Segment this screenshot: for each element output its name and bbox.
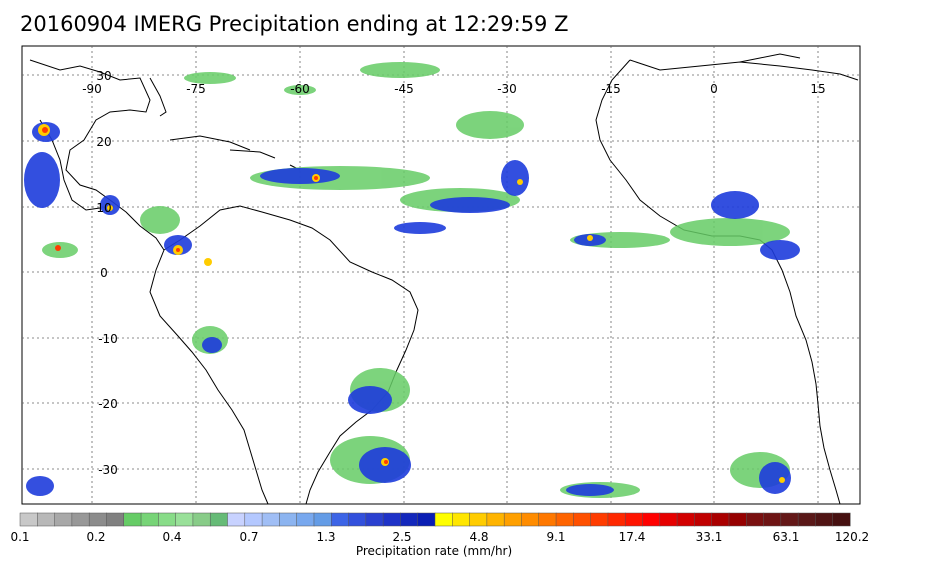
colorbar-swatch (469, 512, 488, 527)
lon-tick-labels: -90 -75 -60 -45 -30 -15 0 15 (82, 82, 825, 96)
colorbar-swatch (209, 512, 229, 527)
colorbar-label: 0.4 (162, 530, 182, 544)
colorbar-swatch (106, 512, 125, 527)
colorbar-swatch (590, 512, 609, 527)
colorbar-swatch (642, 512, 661, 527)
colorbar-swatch (452, 512, 471, 527)
coastlines (29, 53, 859, 505)
colorbar-swatch (503, 512, 523, 527)
lon-tick-label: -75 (186, 82, 206, 96)
colorbar-swatch (486, 512, 505, 527)
colorbar-label: 0.2 (86, 530, 106, 544)
colorbar-swatch (192, 512, 211, 527)
lat-tick-label: 30 (96, 69, 111, 83)
colorbar-label: 33.1 (695, 530, 723, 544)
colorbar-swatch (694, 512, 713, 527)
lat-tick-labels: 30 20 10 0 -10 -20 -30 (96, 69, 117, 477)
colorbar-swatch (400, 512, 419, 527)
lat-tick-label: -30 (98, 463, 118, 477)
colorbar-swatch (54, 512, 73, 527)
colorbar-swatch (37, 512, 56, 527)
colorbar-swatch (417, 512, 436, 527)
colorbar-swatch (780, 512, 799, 527)
colorbar-label: 120.2 (834, 530, 870, 544)
colorbar-swatch (538, 512, 557, 527)
colorbar-label: 0.7 (239, 530, 259, 544)
colorbar-swatch (227, 512, 246, 527)
colorbar-swatch (521, 512, 540, 527)
colorbar (19, 512, 851, 527)
colorbar-swatch (382, 512, 401, 527)
colorbar-label: 4.8 (469, 530, 489, 544)
colorbar-swatch (88, 512, 108, 527)
colorbar-swatch (313, 512, 332, 527)
colorbar-swatch (624, 512, 644, 527)
colorbar-swatch (279, 512, 298, 527)
colorbar-swatch (746, 512, 765, 527)
colorbar-swatch (815, 512, 834, 527)
colorbar-title: Precipitation rate (mm/hr) (355, 544, 513, 558)
lon-tick-label: -90 (82, 82, 102, 96)
colorbar-swatch (365, 512, 384, 527)
colorbar-swatch (331, 512, 350, 527)
colorbar-swatch (728, 512, 747, 527)
colorbar-swatch (434, 512, 453, 527)
lat-tick-label: 0 (100, 266, 108, 280)
lat-tick-label: -20 (98, 397, 118, 411)
colorbar-swatch (296, 512, 315, 527)
colorbar-swatch (158, 512, 177, 527)
lat-tick-label: -10 (98, 332, 118, 346)
colorbar-label: 2.5 (392, 530, 412, 544)
lon-tick-label: -15 (601, 82, 621, 96)
precipitation-field (24, 62, 800, 498)
colorbar-swatch (123, 512, 142, 527)
colorbar-swatch (555, 512, 574, 527)
colorbar-swatch (763, 512, 782, 527)
colorbar-swatch (607, 512, 626, 527)
colorbar-swatch (797, 512, 816, 527)
colorbar-swatch (711, 512, 730, 527)
colorbar-label: 63.1 (772, 530, 800, 544)
colorbar-swatch (71, 512, 90, 527)
colorbar-label: 1.3 (316, 530, 336, 544)
lat-tick-label: 10 (96, 201, 111, 215)
colorbar-swatch (19, 512, 38, 527)
colorbar-label: 0.1 (10, 530, 30, 544)
lon-tick-label: -30 (497, 82, 517, 96)
map-title: 20160904 IMERG Precipitation ending at 1… (20, 12, 569, 36)
colorbar-swatch (659, 512, 678, 527)
colorbar-swatch (676, 512, 695, 527)
colorbar-swatch (261, 512, 280, 527)
colorbar-label: 17.4 (618, 530, 646, 544)
colorbar-swatch (348, 512, 367, 527)
colorbar-swatch (175, 512, 194, 527)
map-frame (21, 45, 861, 505)
lat-tick-label: 20 (96, 135, 111, 149)
colorbar-swatch (140, 512, 159, 527)
lon-tick-label: 15 (810, 82, 825, 96)
colorbar-swatch (832, 512, 851, 527)
colorbar-swatch (244, 512, 263, 527)
lon-tick-label: -45 (394, 82, 414, 96)
colorbar-swatch (573, 512, 592, 527)
lon-tick-label: 0 (710, 82, 718, 96)
lon-tick-label: -60 (290, 82, 310, 96)
colorbar-label: 9.1 (546, 530, 566, 544)
